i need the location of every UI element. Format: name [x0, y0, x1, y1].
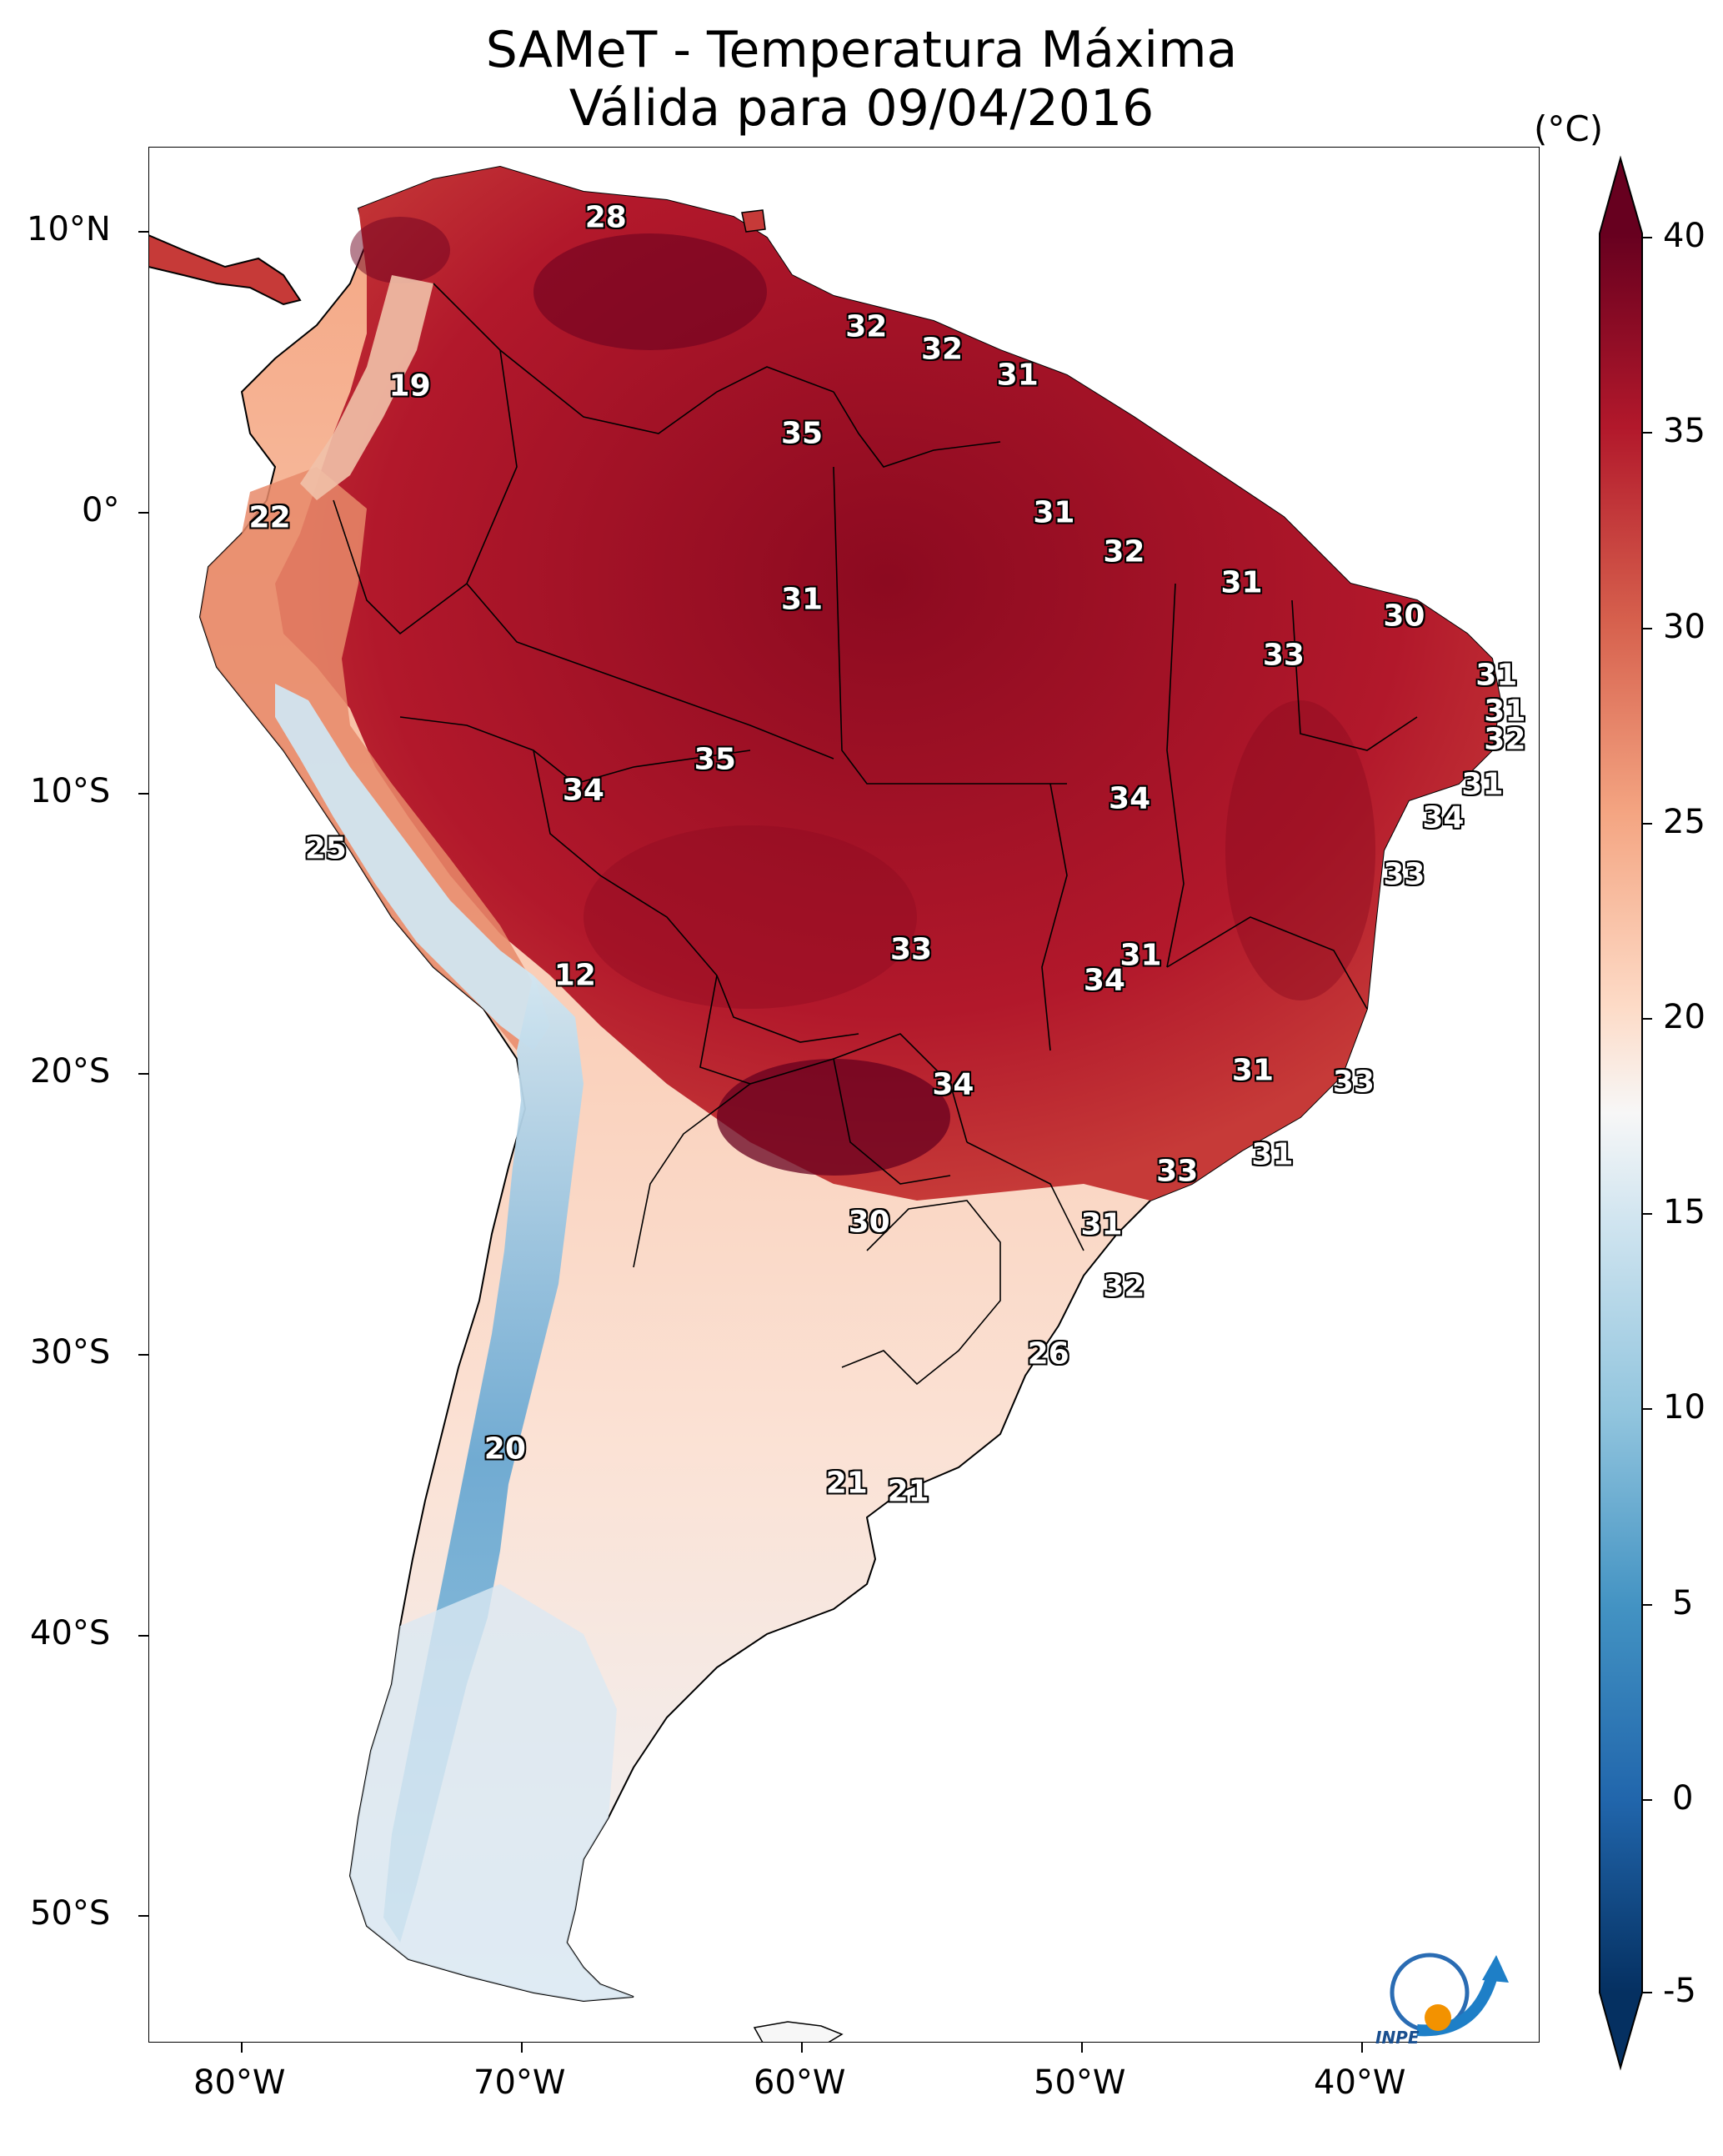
- city-label: 34: [1422, 800, 1465, 835]
- lat-tick-40s: 40°S: [30, 1614, 111, 1652]
- cbar-tick-20: 20: [1663, 998, 1705, 1036]
- cbar-tick-5: 5: [1672, 1584, 1694, 1622]
- lon-tick-80w: 80°W: [193, 2063, 286, 2102]
- city-label: 34: [932, 1067, 974, 1102]
- lat-tick-0: 0°: [82, 491, 120, 529]
- lat-tick-20s: 20°S: [30, 1052, 111, 1091]
- lat-tick-10n: 10°N: [27, 210, 111, 248]
- city-label: 31: [1231, 1053, 1275, 1088]
- city-label: 34: [1109, 781, 1151, 816]
- city-label: 33: [1383, 857, 1425, 892]
- city-label: 31: [1251, 1137, 1294, 1172]
- city-label: 21: [825, 1466, 868, 1501]
- city-label: 25: [304, 831, 347, 866]
- city-label: 32: [845, 309, 888, 344]
- city-label: 31: [1461, 767, 1504, 802]
- city-label: 22: [248, 500, 291, 535]
- city-label: 30: [1383, 599, 1425, 634]
- city-label: 31: [1484, 694, 1526, 729]
- colorbar-unit: (°C): [1534, 108, 1604, 149]
- country-borders: [333, 283, 1418, 1386]
- map-subtitle: Válida para 09/04/2016: [568, 79, 1155, 138]
- city-label: 33: [889, 932, 933, 967]
- hot-core-chaco: [717, 1059, 950, 1176]
- hot-core-maracaibo: [350, 217, 450, 283]
- city-label: 26: [1027, 1336, 1069, 1371]
- lat-tick-30s: 30°S: [30, 1333, 111, 1371]
- hot-core-rondonia: [584, 825, 917, 1009]
- patagonia-cool: [350, 1584, 634, 2001]
- cbar-tick-0: 0: [1672, 1779, 1694, 1818]
- lon-tick-40w: 40°W: [1314, 2063, 1406, 2102]
- cbar-tick-10: 10: [1663, 1388, 1705, 1426]
- city-label: 31: [1220, 565, 1263, 600]
- panama-isthmus: [148, 233, 302, 306]
- cbar-tick-40: 40: [1663, 217, 1705, 255]
- city-label: 12: [553, 958, 596, 993]
- peruvian-andes: [275, 684, 550, 1050]
- city-label: 33: [1156, 1154, 1199, 1189]
- city-label: 32: [1484, 722, 1526, 757]
- hot-core-bahia: [1225, 700, 1375, 1000]
- hot-region: [275, 167, 1500, 1201]
- lat-tick-50s: 50°S: [30, 1894, 111, 1933]
- map-title: SAMeT - Temperatura Máxima: [485, 21, 1238, 79]
- city-label: 32: [920, 332, 964, 367]
- cbar-tick-neg5: -5: [1663, 1972, 1696, 2010]
- city-label: 31: [780, 582, 824, 617]
- city-label: 21: [887, 1474, 929, 1509]
- lon-tick-70w: 70°W: [473, 2063, 566, 2102]
- falkland-islands: [753, 2021, 844, 2043]
- lat-tick-10s: 10°S: [30, 772, 111, 810]
- cbar-tick-30: 30: [1663, 608, 1705, 646]
- city-label: 35: [694, 742, 736, 777]
- city-label: 35: [780, 416, 824, 451]
- city-label: 30: [848, 1205, 890, 1240]
- inpe-logo-text: INPE: [1375, 2028, 1420, 2048]
- cbar-tick-35: 35: [1663, 412, 1705, 450]
- colombian-andes: [300, 275, 433, 500]
- city-label: 34: [562, 773, 604, 808]
- city-label: 33: [1262, 638, 1305, 673]
- city-label: 31: [1475, 658, 1518, 693]
- cbar-tick-25: 25: [1663, 803, 1705, 841]
- city-label: 31: [1119, 938, 1162, 973]
- city-label: 32: [1103, 534, 1145, 569]
- colorbar: [1599, 155, 1652, 2071]
- city-label: 19: [388, 369, 431, 404]
- city-label: 20: [483, 1431, 526, 1467]
- trinidad: [741, 209, 766, 233]
- axis-ticks: [138, 231, 1363, 2053]
- lon-tick-50w: 50°W: [1034, 2063, 1126, 2102]
- lon-tick-60w: 60°W: [754, 2063, 846, 2102]
- city-label: 32: [1103, 1269, 1145, 1304]
- city-label: 31: [1033, 495, 1075, 529]
- city-label: 33: [1332, 1065, 1375, 1100]
- hot-core-venezuela: [533, 233, 767, 350]
- city-label: 28: [584, 200, 627, 235]
- inpe-logo: [1390, 1953, 1509, 2037]
- city-label: 31: [1080, 1207, 1123, 1242]
- city-label: 34: [1083, 963, 1125, 998]
- cbar-tick-15: 15: [1663, 1193, 1705, 1231]
- city-label: 31: [996, 358, 1039, 393]
